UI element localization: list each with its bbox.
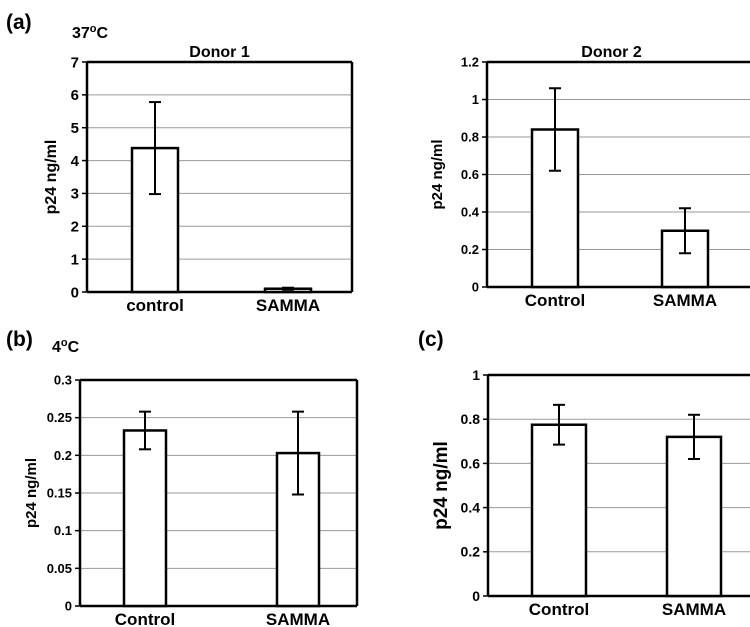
category-label: control xyxy=(126,296,184,315)
chart-title: Donor 2 xyxy=(581,44,642,61)
y-axis-label: p24 ng/ml xyxy=(23,458,40,528)
y-tick-label: 2 xyxy=(71,219,79,236)
y-axis-label: p24 ng/ml xyxy=(431,441,452,530)
y-tick-label: 5 xyxy=(71,120,79,137)
y-tick-label: 6 xyxy=(71,87,79,104)
y-tick-label: 0.2 xyxy=(461,242,479,257)
category-label: SAMMA xyxy=(662,600,726,619)
category-label: Control xyxy=(115,610,175,627)
category-label: SAMMA xyxy=(653,291,717,310)
chart-title: Donor 1 xyxy=(189,44,250,61)
chart-c: 0 0.2 0.4 0.6 0.8 1 Control SAMMA p24 ng/ml xyxy=(431,367,750,619)
temperature-label-b: 4oC xyxy=(52,337,80,356)
y-tick-label: 0.05 xyxy=(47,561,72,576)
category-label: SAMMA xyxy=(256,296,320,315)
panel-a-label: (a) xyxy=(6,11,32,34)
chart-4c: 0 0.05 0.1 0.15 0.2 0.25 0.3 Control SAMMA p24 ng… xyxy=(23,373,359,627)
category-label: SAMMA xyxy=(266,610,330,627)
y-tick-label: 0.8 xyxy=(461,411,481,427)
y-tick-label: 0.15 xyxy=(47,486,72,501)
category-label: Control xyxy=(529,600,589,619)
y-tick-label: 0.8 xyxy=(461,130,479,145)
y-tick-label: 0 xyxy=(71,284,79,301)
y-tick-label: 1 xyxy=(472,92,479,107)
y-tick-label: 0.2 xyxy=(54,448,72,463)
bar-samma xyxy=(665,435,723,598)
category-label: Control xyxy=(525,291,585,310)
y-tick-label: 0.4 xyxy=(461,500,481,516)
y-tick-label: 0 xyxy=(472,588,480,604)
y-tick-label: 0.6 xyxy=(461,167,479,182)
bar-control xyxy=(122,429,168,608)
y-tick-label: 4 xyxy=(71,153,80,170)
y-tick-label: 0.4 xyxy=(461,205,480,220)
y-axis-label: p24 ng/ml xyxy=(429,139,446,209)
y-axis-label: p24 ng/ml xyxy=(43,140,60,215)
y-tick-label: 0 xyxy=(472,280,479,295)
y-tick-label: 0.25 xyxy=(47,410,72,425)
y-tick-label: 1.2 xyxy=(461,55,479,70)
temperature-label-a: 37oC xyxy=(72,23,109,42)
chart-donor-1: 0 1 2 3 4 5 6 7 control SAMMA p24 ng/ml Donor 1 xyxy=(43,44,354,315)
panel-c-label: (c) xyxy=(418,328,444,351)
bar-control xyxy=(530,423,588,598)
y-tick-label: 0.1 xyxy=(54,523,72,538)
y-tick-label: 0.2 xyxy=(461,544,481,560)
y-tick-label: 1 xyxy=(71,251,79,268)
y-tick-label: 0.3 xyxy=(54,373,72,388)
y-tick-label: 1 xyxy=(472,367,480,383)
y-tick-label: 7 xyxy=(71,54,79,71)
y-tick-label: 0 xyxy=(65,599,72,614)
chart-donor-2: 0 0.2 0.4 0.6 0.8 1 1.2 Control SAMMA p24 ng/ml Do… xyxy=(429,44,750,310)
panel-b-label: (b) xyxy=(6,328,33,351)
y-tick-label: 0.6 xyxy=(461,455,481,471)
y-tick-label: 3 xyxy=(71,186,79,203)
